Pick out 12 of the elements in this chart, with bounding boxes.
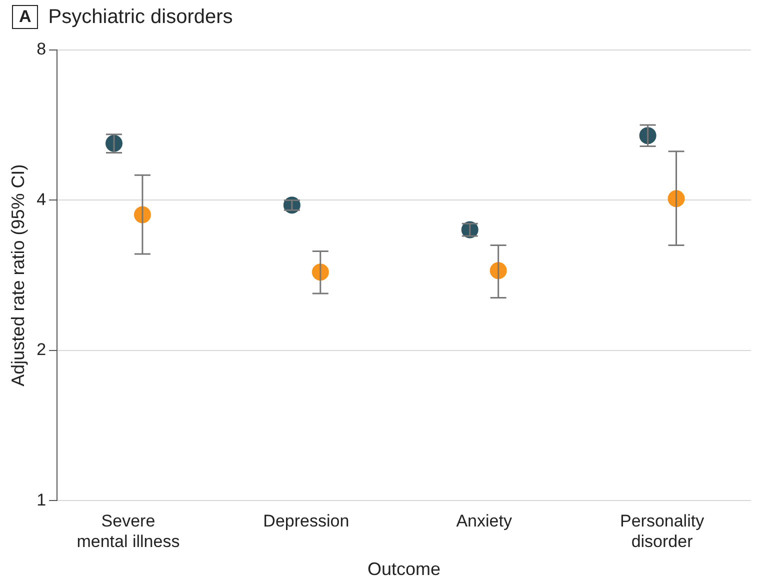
y-tick-label: 2 xyxy=(36,340,46,360)
text: A xyxy=(12,5,38,29)
y-tick-label: 1 xyxy=(36,490,46,510)
x-tick-label: Severe mental illness xyxy=(76,511,180,551)
y-tick-label: 8 xyxy=(36,40,46,59)
x-tick-label: Depression xyxy=(263,511,350,530)
x-tick-label: Personality disorder xyxy=(620,511,705,551)
x-axis-title: Outcome xyxy=(368,559,441,580)
y-axis-title: Adjusted rate ratio (95% CI) xyxy=(8,164,28,386)
chart-title: Psychiatric disorders xyxy=(48,6,233,28)
x-tick-label: Anxiety xyxy=(456,511,512,530)
y-tick-label: 4 xyxy=(36,190,46,209)
